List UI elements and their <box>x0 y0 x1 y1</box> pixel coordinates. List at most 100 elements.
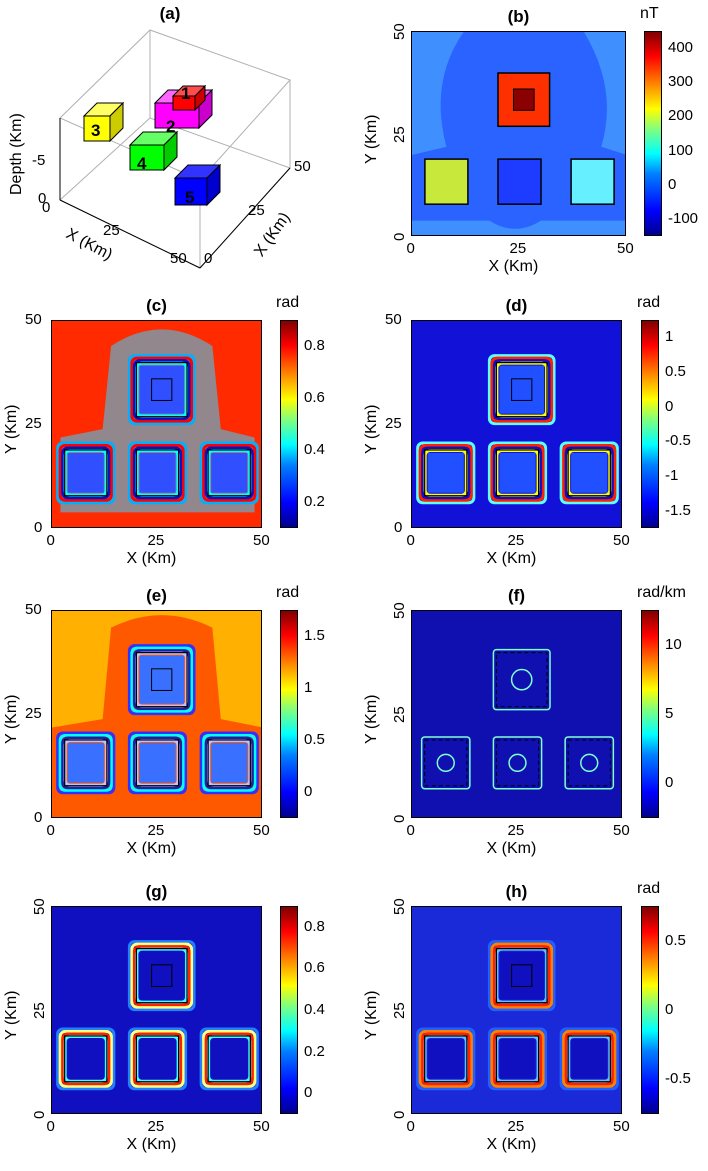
source-body-4 <box>199 1027 259 1091</box>
panel-d-title: (d) <box>505 296 528 315</box>
panel-g-y-tick: 50 <box>31 898 48 915</box>
source-outline <box>495 361 548 418</box>
source-body-4 <box>199 441 259 505</box>
gradient-ring <box>562 443 617 502</box>
panel-e-x-tick: 50 <box>253 822 270 839</box>
gradient-ring <box>202 733 257 792</box>
source-body-1 <box>127 644 196 716</box>
panel-b-colorbar-tick: 200 <box>668 107 694 125</box>
panel-h-y-tick: 25 <box>391 1002 408 1019</box>
gradient-ring <box>204 1032 254 1086</box>
source-outline <box>424 1035 468 1083</box>
panel-h-title: (h) <box>505 882 528 901</box>
source-interior <box>571 1038 608 1079</box>
panel-f-colorbar-tick: 0 <box>665 774 674 792</box>
panel-b-colorbar-tick: 0 <box>668 175 677 193</box>
panel-g-map <box>51 906 262 1114</box>
panel-b-x-tick: 25 <box>509 240 527 257</box>
source-interior <box>139 951 185 1000</box>
panel-c-y-tick: 25 <box>25 415 42 432</box>
gradient-ring <box>130 733 185 792</box>
panel-f-colorbar-tick: 5 <box>665 705 674 722</box>
source-interior <box>139 452 176 493</box>
panel-f-x-tick: 25 <box>507 822 525 839</box>
panel-a: (a) <box>0 0 340 290</box>
panel-e-x-tick: 0 <box>46 822 55 839</box>
panel-b-colorbar-tick: -100 <box>668 209 699 227</box>
panel-g-x-tick: 0 <box>46 1118 55 1135</box>
gradient-ring <box>490 942 554 1009</box>
gradient-ring <box>492 945 551 1007</box>
block-label-1: 1 <box>181 84 191 103</box>
panel-h-colorbar-unit: rad <box>637 880 661 897</box>
source-body-3 <box>492 736 543 790</box>
block-label-2: 2 <box>166 117 176 136</box>
gradient-ring <box>132 359 191 421</box>
source-interior <box>211 452 248 493</box>
panel-e-x-label: X (Km) <box>126 840 177 857</box>
source-interior <box>139 742 176 783</box>
source-outline <box>424 449 468 497</box>
gradient-ring <box>487 940 556 1012</box>
source-outline <box>567 449 611 497</box>
gradient-ring <box>58 1029 113 1088</box>
gradient-ring <box>418 1029 473 1088</box>
gradient-ring <box>487 354 556 426</box>
source-body-1 <box>127 354 196 426</box>
block-label-4: 4 <box>137 154 147 173</box>
panel-e-colorbar-tick: 1.5 <box>304 627 325 644</box>
panel-h-x-tick: 25 <box>507 1118 525 1135</box>
gradient-ring <box>56 1027 116 1091</box>
source-interior <box>211 1038 248 1079</box>
panel-c-colorbar-tick: 0.4 <box>304 441 325 458</box>
panel-d-colorbar-tick: 0.5 <box>665 363 686 380</box>
ya-tick-0: 0 <box>204 250 213 267</box>
panel-b-colorbar-unit: nT <box>640 5 659 22</box>
panel-g-x-tick: 25 <box>147 1118 165 1135</box>
edge-contour <box>420 736 471 790</box>
panel-c-x-tick: 0 <box>46 532 55 549</box>
panel-h-colorbar-tick: -0.5 <box>665 1070 691 1088</box>
panel-h-map <box>411 906 622 1114</box>
panel-b-colorbar-tick: 400 <box>668 39 694 57</box>
panel-b-colorbar-tick: 300 <box>668 73 694 91</box>
source-outline <box>135 947 188 1004</box>
gradient-ring <box>202 1029 257 1088</box>
gradient-ring <box>204 446 254 500</box>
block-label-3: 3 <box>91 121 101 140</box>
source-body-2 <box>56 441 116 505</box>
source-outline <box>64 449 108 497</box>
3d-axes <box>59 118 291 269</box>
gradient-ring <box>127 644 196 716</box>
gradient-ring <box>416 441 476 505</box>
gradient-ring <box>61 736 111 790</box>
z-axis-label: Depth (Km) <box>8 113 25 195</box>
source-body-3 <box>127 441 188 505</box>
gradient-ring <box>492 1032 543 1086</box>
gradient-ring <box>199 441 259 505</box>
source-interior <box>139 365 185 414</box>
panel-c-y-tick: 0 <box>34 519 43 536</box>
xa-tick-50: 50 <box>170 250 187 267</box>
panel-b-map <box>411 31 626 236</box>
gradient-ring <box>202 443 257 502</box>
panel-b-colorbar <box>644 31 662 236</box>
source-outline <box>495 739 540 787</box>
panel-f-colorbar-tick: 10 <box>665 635 682 653</box>
panel-h-x-label: X (Km) <box>486 1136 537 1153</box>
panel-e-x-tick: 25 <box>147 822 165 839</box>
source-outline <box>207 449 251 497</box>
map-svg <box>412 321 621 527</box>
gradient-ring <box>132 1032 183 1086</box>
panel-e-colorbar-tick: 0.5 <box>304 731 325 748</box>
gradient-ring <box>130 646 194 713</box>
panel-f-x-label: X (Km) <box>486 840 537 857</box>
panel-g-colorbar-tick: 0 <box>304 1084 313 1102</box>
panel-c-x-tick: 25 <box>147 532 165 549</box>
panel-c-colorbar <box>280 320 298 528</box>
source-body-1 <box>492 648 551 711</box>
panel-f-colorbar <box>641 610 659 818</box>
gradient-ring <box>61 446 111 500</box>
panel-g-y-label: Y (Km) <box>3 990 20 1040</box>
panel-c-x-tick: 50 <box>253 532 270 549</box>
